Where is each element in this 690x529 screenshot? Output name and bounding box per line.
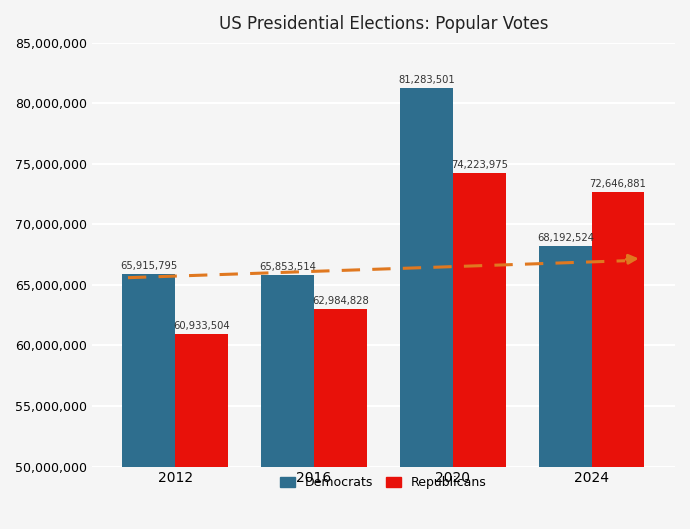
Bar xyxy=(592,193,644,529)
Text: 60,933,504: 60,933,504 xyxy=(173,321,230,331)
Bar xyxy=(122,274,175,529)
Bar xyxy=(400,88,453,529)
Text: 81,283,501: 81,283,501 xyxy=(398,75,455,85)
Text: 68,192,524: 68,192,524 xyxy=(537,233,594,243)
Text: 62,984,828: 62,984,828 xyxy=(312,296,368,306)
Bar xyxy=(262,275,314,529)
Text: 65,915,795: 65,915,795 xyxy=(120,261,177,271)
Bar xyxy=(314,309,367,529)
Bar xyxy=(453,174,506,529)
Text: 74,223,975: 74,223,975 xyxy=(451,160,508,170)
Text: 65,853,514: 65,853,514 xyxy=(259,262,316,271)
Title: US Presidential Elections: Popular Votes: US Presidential Elections: Popular Votes xyxy=(219,15,548,33)
Text: 72,646,881: 72,646,881 xyxy=(590,179,647,189)
Bar xyxy=(175,334,228,529)
Bar xyxy=(539,247,592,529)
Legend: Democrats, Republicans: Democrats, Republicans xyxy=(275,471,492,494)
